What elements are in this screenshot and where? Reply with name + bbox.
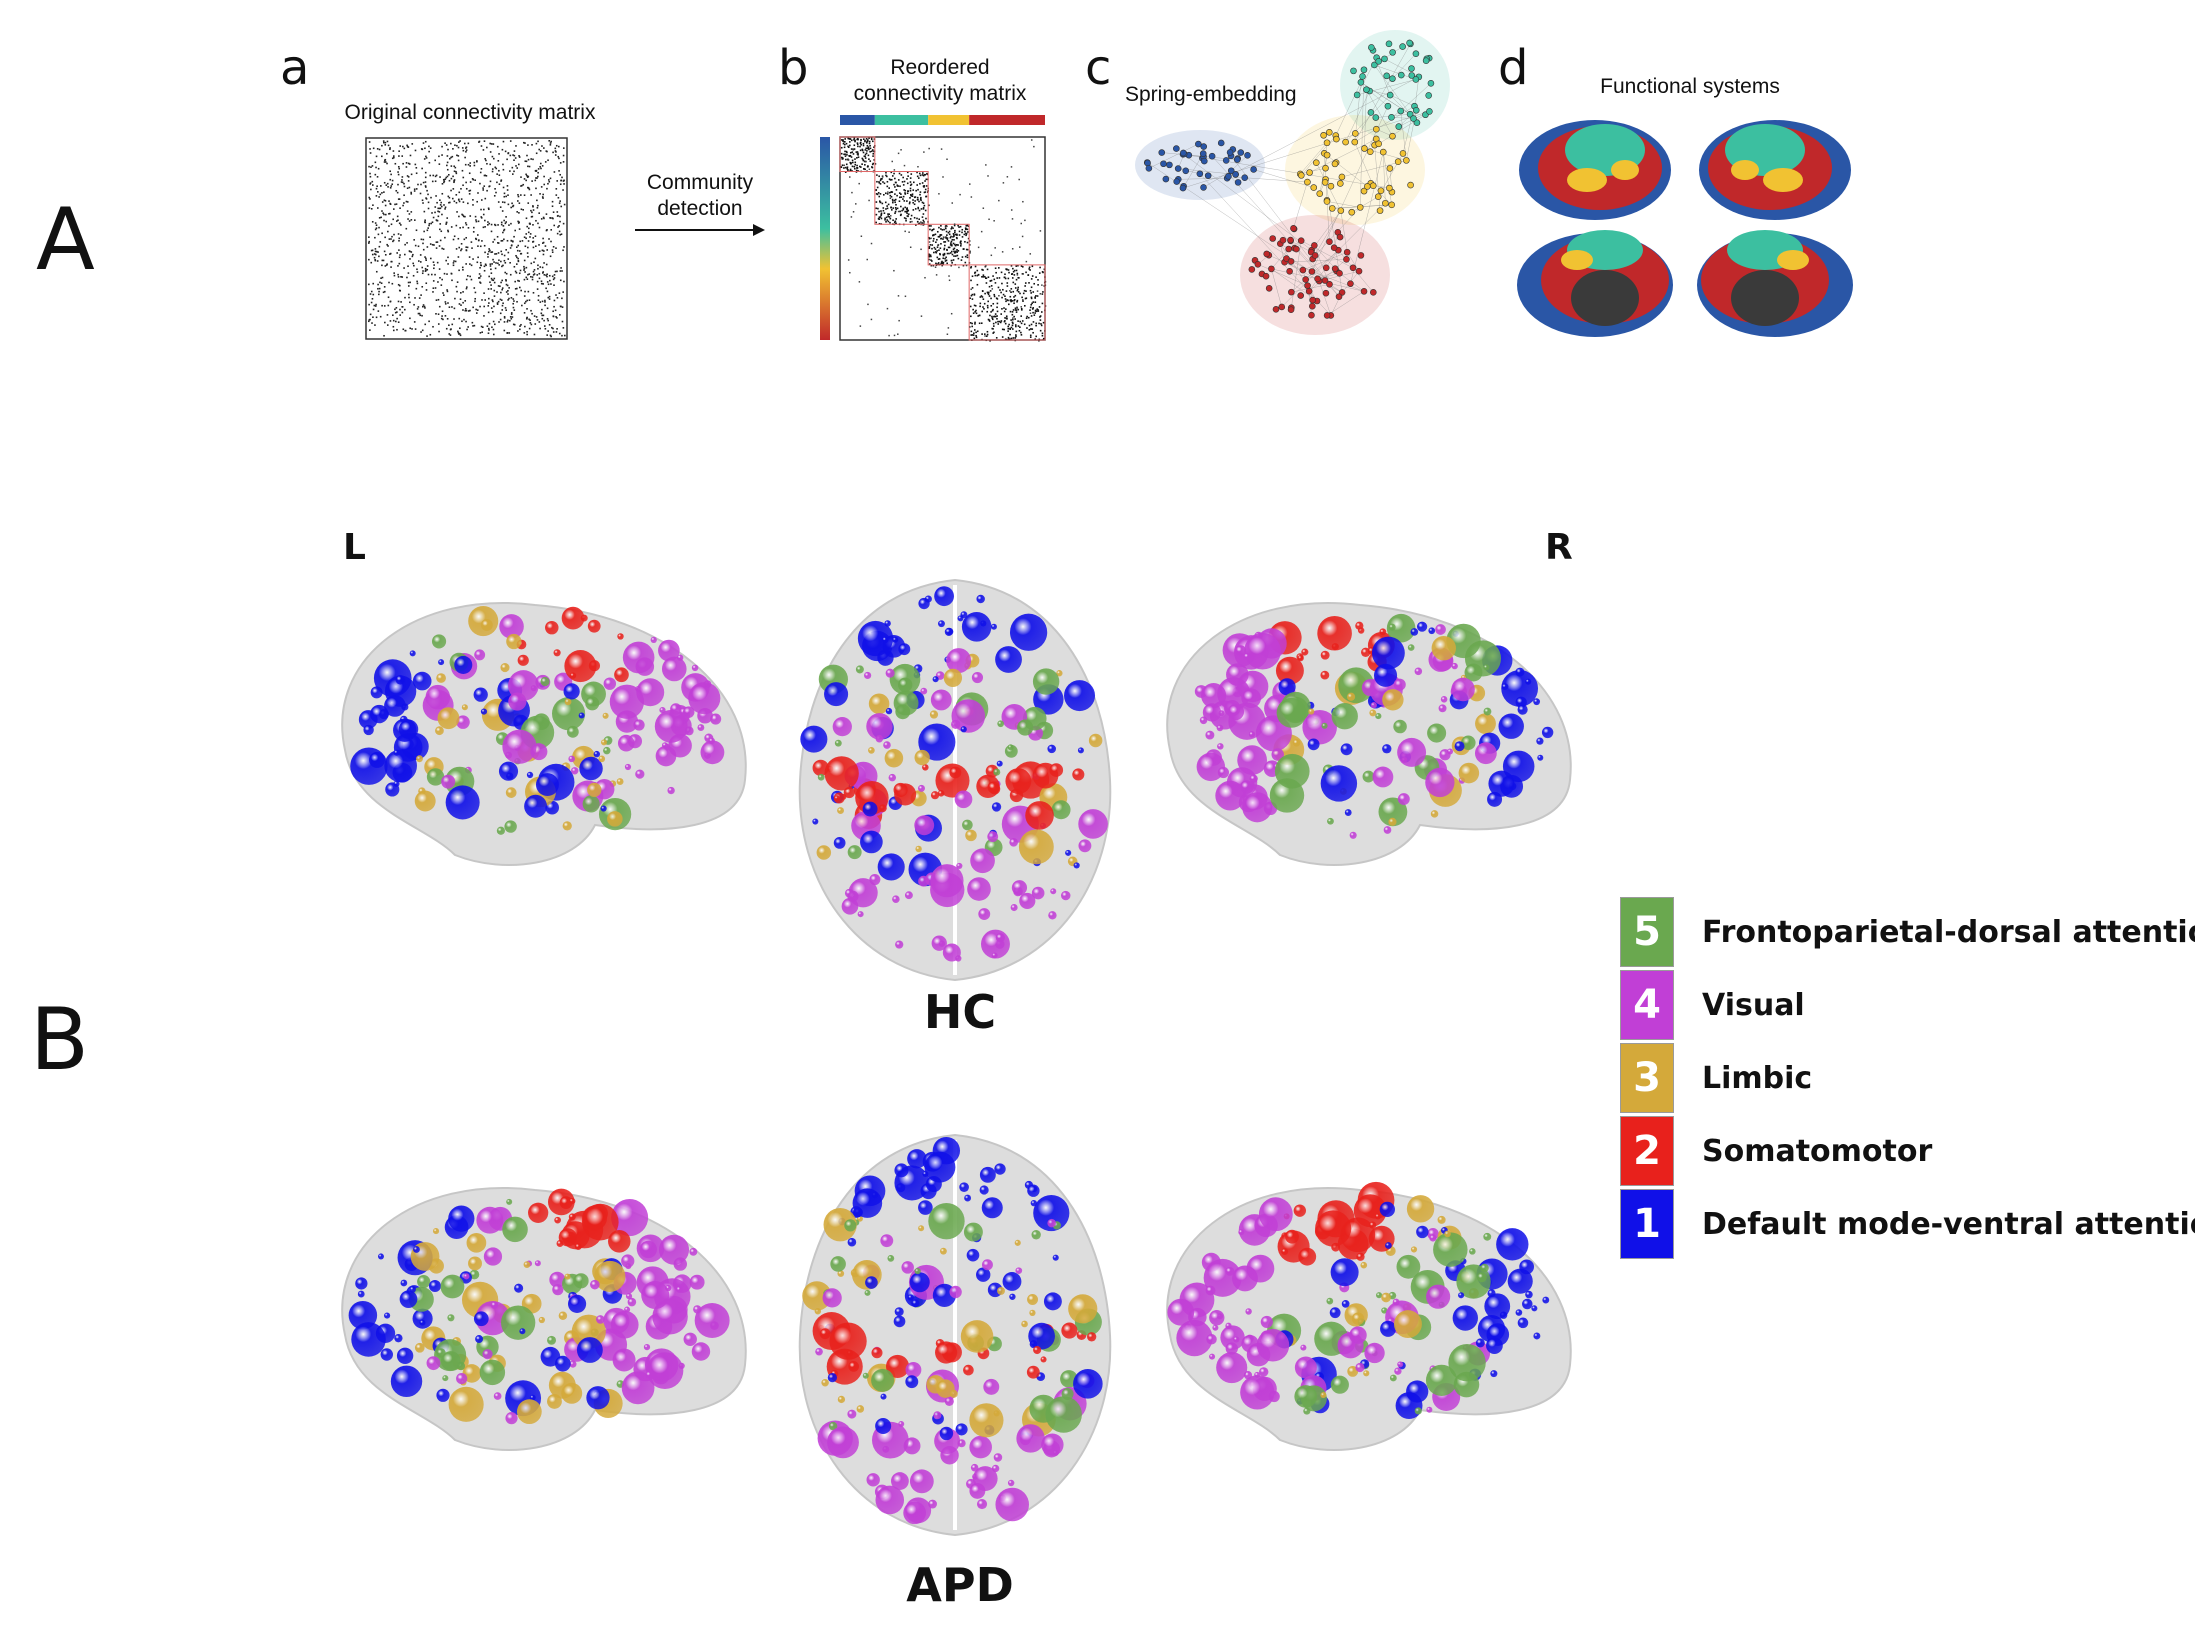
reordered-title-line1: Reordered — [890, 56, 990, 79]
legend-label-3: Limbic — [1702, 1060, 1813, 1096]
brain-lateral-right — [1699, 120, 1851, 220]
functional-systems-title: Functional systems — [1600, 75, 1780, 98]
legend-swatch-3: 3 — [1620, 1043, 1674, 1113]
legend-label-5: Frontoparietal-dorsal attention — [1702, 914, 2195, 950]
right-hemisphere-label: R — [1545, 527, 1573, 568]
reordered-matrix-title: Reordered connectivity matrix — [820, 55, 1060, 107]
legend-item-1: 1 Default mode-ventral attention — [1620, 1189, 2195, 1259]
legend-swatch-4: 4 — [1620, 970, 1674, 1040]
spring-embedding-network — [1135, 30, 1450, 335]
legend-label-2: Somatomotor — [1702, 1133, 1933, 1169]
reordered-title-line2: connectivity matrix — [853, 82, 1027, 105]
legend-item-3: 3 Limbic — [1620, 1043, 1812, 1113]
subpanel-c-letter: c — [1085, 40, 1112, 96]
brain-lateral-left — [1519, 120, 1671, 220]
legend-swatch-2: 2 — [1620, 1116, 1674, 1186]
panel-b-label: B — [30, 990, 89, 1090]
legend-item-2: 2 Somatomotor — [1620, 1116, 1932, 1186]
brain-medial-left — [1517, 230, 1673, 337]
legend-item-5: 5 Frontoparietal-dorsal attention — [1620, 897, 2195, 967]
spring-embedding-title: Spring-embedding — [1125, 83, 1297, 106]
original-matrix-title: Original connectivity matrix — [344, 101, 596, 124]
original-connectivity-matrix — [365, 137, 568, 340]
legend-swatch-5: 5 — [1620, 897, 1674, 967]
left-hemisphere-label: L — [343, 527, 366, 568]
community-detection-line1: Community — [646, 171, 754, 194]
legend-label-1: Default mode-ventral attention — [1702, 1206, 2195, 1242]
brain-medial-right — [1697, 230, 1853, 337]
legend-swatch-1: 1 — [1620, 1189, 1674, 1259]
subpanel-a-letter: a — [280, 40, 310, 96]
subpanel-d-letter: d — [1498, 40, 1529, 96]
community-detection-label: Community detection — [620, 170, 780, 222]
legend-item-4: 4 Visual — [1620, 970, 1805, 1040]
subpanel-b-letter: b — [778, 40, 809, 96]
functional-systems-brains — [1517, 120, 1853, 337]
apd-group-label: APD — [906, 1558, 1014, 1612]
hc-group-label: HC — [923, 985, 997, 1039]
community-detection-line2: detection — [657, 197, 743, 220]
panel-a-label: A — [36, 190, 95, 290]
reordered-connectivity-matrix — [820, 115, 1047, 342]
arrow-icon — [635, 224, 765, 236]
legend-label-4: Visual — [1702, 987, 1805, 1023]
